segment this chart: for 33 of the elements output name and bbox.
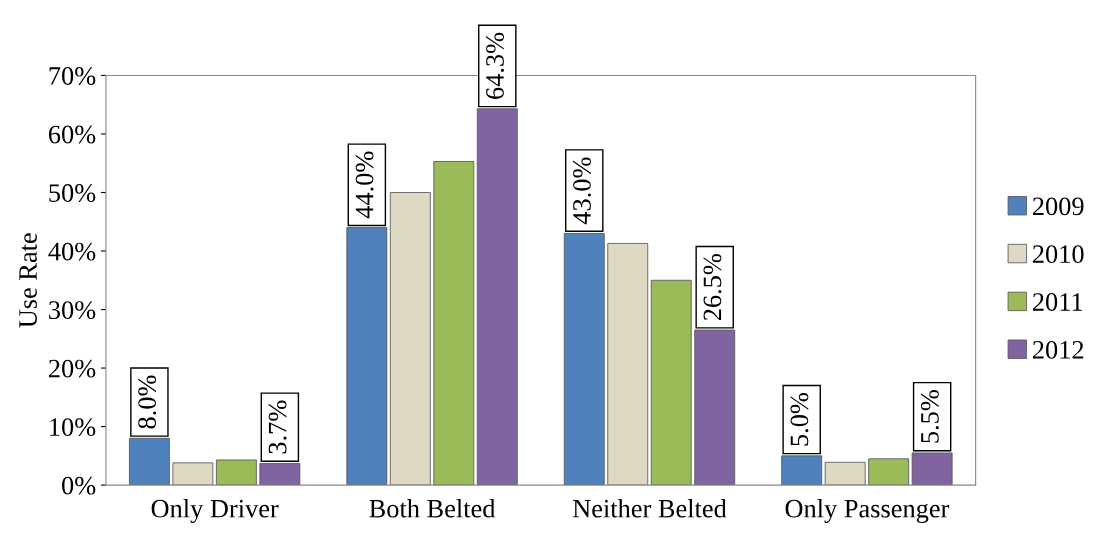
data-label: 5.5% [920, 390, 939, 443]
y-tick-label: 60% [48, 125, 96, 144]
x-tick-label: Both Belted [369, 498, 496, 518]
x-tick-label: Only Passenger [785, 498, 950, 523]
data-label: 43.0% [573, 157, 591, 225]
data-label: 8.0% [138, 375, 157, 429]
legend-label: 2009 [1032, 197, 1084, 216]
y-axis-title: Use Rate [19, 233, 37, 328]
y-tick-label: 10% [50, 418, 96, 437]
x-tick-label: Only Driver [151, 498, 279, 523]
bar [172, 462, 214, 486]
data-label: 44.0% [355, 151, 374, 219]
bar [650, 279, 692, 486]
y-tick-label: 0% [62, 476, 96, 495]
bar [215, 459, 257, 486]
data-label: 3.7% [268, 400, 287, 454]
y-tick-label: 50% [49, 184, 96, 202]
y-tick-label: 40% [48, 242, 96, 261]
y-tick-label: 20% [48, 359, 96, 378]
data-label: 5.0% [790, 392, 809, 446]
legend-label: 2012 [1032, 340, 1084, 359]
legend-label: 2010 [1032, 245, 1084, 264]
bar [389, 192, 431, 486]
data-label: 64.3% [486, 32, 505, 99]
y-tick-label: 70% [49, 67, 96, 85]
bar [868, 458, 910, 486]
bar [824, 461, 866, 486]
bar [433, 161, 475, 486]
legend-label: 2011 [1032, 293, 1083, 311]
x-tick-label: Neither Belted [572, 498, 727, 518]
y-tick-label: 30% [49, 301, 96, 320]
bar [607, 242, 649, 486]
data-label: 26.5% [703, 253, 722, 321]
